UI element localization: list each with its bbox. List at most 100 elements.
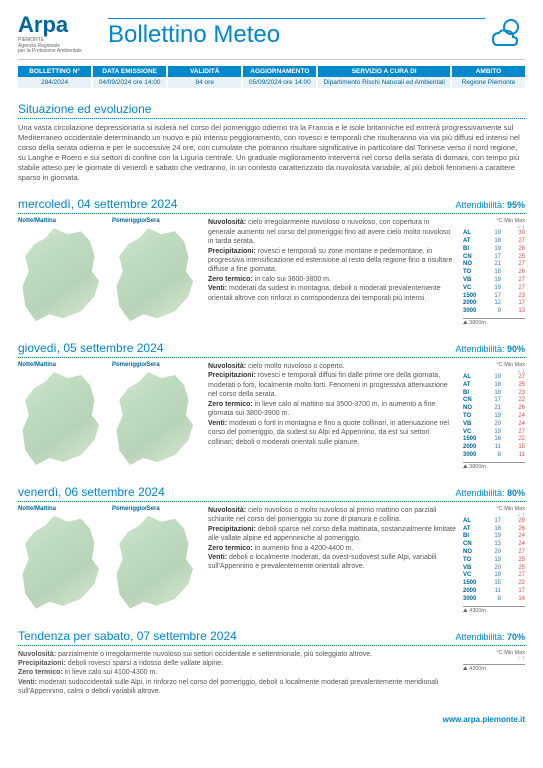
day-content: Notte/Mattina Pomeriggio/Sera Nuvolosità…: [18, 218, 525, 327]
temp-row: TO1924: [463, 413, 525, 421]
maps: Notte/Mattina Pomeriggio/Sera: [18, 506, 202, 615]
temp-row: 15001723: [463, 293, 525, 301]
temp-row: 20001217: [463, 300, 525, 308]
temp-row: 20001117: [463, 588, 525, 596]
temp-row: VB2025: [463, 565, 525, 573]
map-label: Pomeriggio/Sera: [112, 362, 202, 368]
map-image: [18, 514, 108, 614]
day-content: Notte/Mattina Pomeriggio/Sera Nuvolosità…: [18, 506, 525, 615]
situation-text: Una vasta circolazione depressionaria si…: [18, 123, 525, 184]
temp-row: 15001522: [463, 580, 525, 588]
info-value: Regione Piemonte: [452, 77, 525, 88]
day-reliability: Attendibilità: 90%: [455, 344, 525, 354]
forecast-text: Nuvolosità: cielo nuvoloso o molto nuvol…: [208, 506, 457, 615]
maps: Notte/Mattina Pomeriggio/Sera: [18, 362, 202, 471]
map-image: [112, 370, 202, 470]
temp-row: VC1927: [463, 429, 525, 437]
temp-row: VC1927: [463, 572, 525, 580]
temp-altitude: ⛰ 3800m: [463, 318, 525, 327]
map-label: Pomeriggio/Sera: [112, 506, 202, 512]
footer-url: www.arpa.piemonte.it: [18, 715, 525, 724]
temp-table: °C Min Max ↓ ↑ AL1729AT1826BI1924CN1324N…: [463, 506, 525, 615]
trend-reliability: Attendibilità: 70%: [455, 632, 525, 642]
temp-row: AL1930: [463, 230, 525, 238]
temp-row: NO2027: [463, 549, 525, 557]
map-block: Notte/Mattina: [18, 218, 108, 327]
temp-row: NO2126: [463, 405, 525, 413]
map-block: Notte/Mattina: [18, 506, 108, 615]
map-label: Notte/Mattina: [18, 362, 108, 368]
info-cell: DATA EMISSIONE 04/09/2024 ore 14:00: [93, 66, 166, 88]
forecast-text: Nuvolosità: cielo molto nuvoloso o coper…: [208, 362, 457, 471]
temp-row: AT1826: [463, 526, 525, 534]
temp-row: 3000811: [463, 452, 525, 460]
map-label: Notte/Mattina: [18, 218, 108, 224]
temp-row: BI1924: [463, 533, 525, 541]
day-reliability: Attendibilità: 80%: [455, 488, 525, 498]
trend-content: Nuvolosità: parzialmente o irregolarment…: [18, 650, 525, 697]
info-bar: BOLLETTINO N° 284/2024 DATA EMISSIONE 04…: [18, 66, 525, 88]
day-header: venerdì, 06 settembre 2024 Attendibilità…: [18, 485, 525, 502]
temp-table: °C Min Max ↓ ↓ AL1930AT1827BI1926CN1725N…: [463, 218, 525, 327]
map-image: [112, 514, 202, 614]
logo: Arpa PIEMONTE Agenzia Regionale per la P…: [18, 12, 98, 55]
info-label: SERVIZIO A CURA DI: [318, 66, 450, 77]
temp-row: AT1825: [463, 382, 525, 390]
map-image: [18, 226, 108, 326]
temp-row: 3000814: [463, 596, 525, 604]
bulletin-title: Bollettino Meteo: [108, 18, 485, 49]
header: Arpa PIEMONTE Agenzia Regionale per la P…: [18, 12, 525, 60]
day-title: mercoledì, 04 settembre 2024: [18, 197, 177, 211]
info-cell: AMBITO Regione Piemonte: [452, 66, 525, 88]
map-label: Pomeriggio/Sera: [112, 218, 202, 224]
info-label: DATA EMISSIONE: [93, 66, 166, 77]
temp-row: VB2024: [463, 421, 525, 429]
info-cell: SERVIZIO A CURA DI Dipartimento Rischi N…: [318, 66, 450, 88]
day-content: Notte/Mattina Pomeriggio/Sera Nuvolosità…: [18, 362, 525, 471]
forecast-text: Nuvolosità: cielo irregolarmente nuvolos…: [208, 218, 457, 327]
trend-text: Nuvolosità: parzialmente o irregolarment…: [18, 650, 455, 697]
info-value: 84 ore: [168, 77, 241, 88]
trend-title: Tendenza per sabato, 07 settembre 2024: [18, 629, 237, 643]
temp-row: NO2127: [463, 261, 525, 269]
info-value: 05/09/2024 ore 14:00: [243, 77, 316, 88]
temp-row: AL1927: [463, 374, 525, 382]
map-block: Notte/Mattina: [18, 362, 108, 471]
temp-row: BI1926: [463, 246, 525, 254]
map-image: [112, 226, 202, 326]
day-title: venerdì, 06 settembre 2024: [18, 485, 165, 499]
info-value: 04/09/2024 ore 14:00: [93, 77, 166, 88]
maps: Notte/Mattina Pomeriggio/Sera: [18, 218, 202, 327]
day-header: giovedì, 05 settembre 2024 Attendibilità…: [18, 341, 525, 358]
map-block: Pomeriggio/Sera: [112, 506, 202, 615]
map-block: Pomeriggio/Sera: [112, 218, 202, 327]
temp-row: VB1927: [463, 277, 525, 285]
logo-sub2: per la Protezione Ambientale: [18, 49, 98, 55]
temp-row: CN1725: [463, 254, 525, 262]
temp-row: TO1826: [463, 269, 525, 277]
temp-row: CN1324: [463, 541, 525, 549]
trend-temp-table: °C Min Max ↑ ↑ ⛰ 4200m: [463, 650, 525, 697]
map-block: Pomeriggio/Sera: [112, 362, 202, 471]
situation-title: Situazione ed evoluzione: [18, 102, 525, 119]
info-label: AMBITO: [452, 66, 525, 77]
map-image: [18, 370, 108, 470]
temp-row: AT1827: [463, 238, 525, 246]
logo-text: Arpa: [18, 12, 98, 38]
temp-row: AL1729: [463, 518, 525, 526]
weather-icon: [485, 13, 525, 53]
title-box: Bollettino Meteo: [108, 18, 485, 49]
temp-table: °C Min Max ↓ ↓ AL1927AT1825BI1823CN1722N…: [463, 362, 525, 471]
temp-altitude: ⛰ 4300m: [463, 606, 525, 615]
info-value: 284/2024: [18, 77, 91, 88]
temp-row: 3000913: [463, 308, 525, 316]
temp-altitude: ⛰ 3800m: [463, 462, 525, 471]
temp-row: 15001622: [463, 436, 525, 444]
temp-row: VC1927: [463, 285, 525, 293]
info-label: BOLLETTINO N°: [18, 66, 91, 77]
info-label: AGGIORNAMENTO: [243, 66, 316, 77]
day-header: mercoledì, 04 settembre 2024 Attendibili…: [18, 197, 525, 214]
trend-header: Tendenza per sabato, 07 settembre 2024 A…: [18, 629, 525, 646]
info-cell: AGGIORNAMENTO 05/09/2024 ore 14:00: [243, 66, 316, 88]
temp-row: 20001115: [463, 444, 525, 452]
